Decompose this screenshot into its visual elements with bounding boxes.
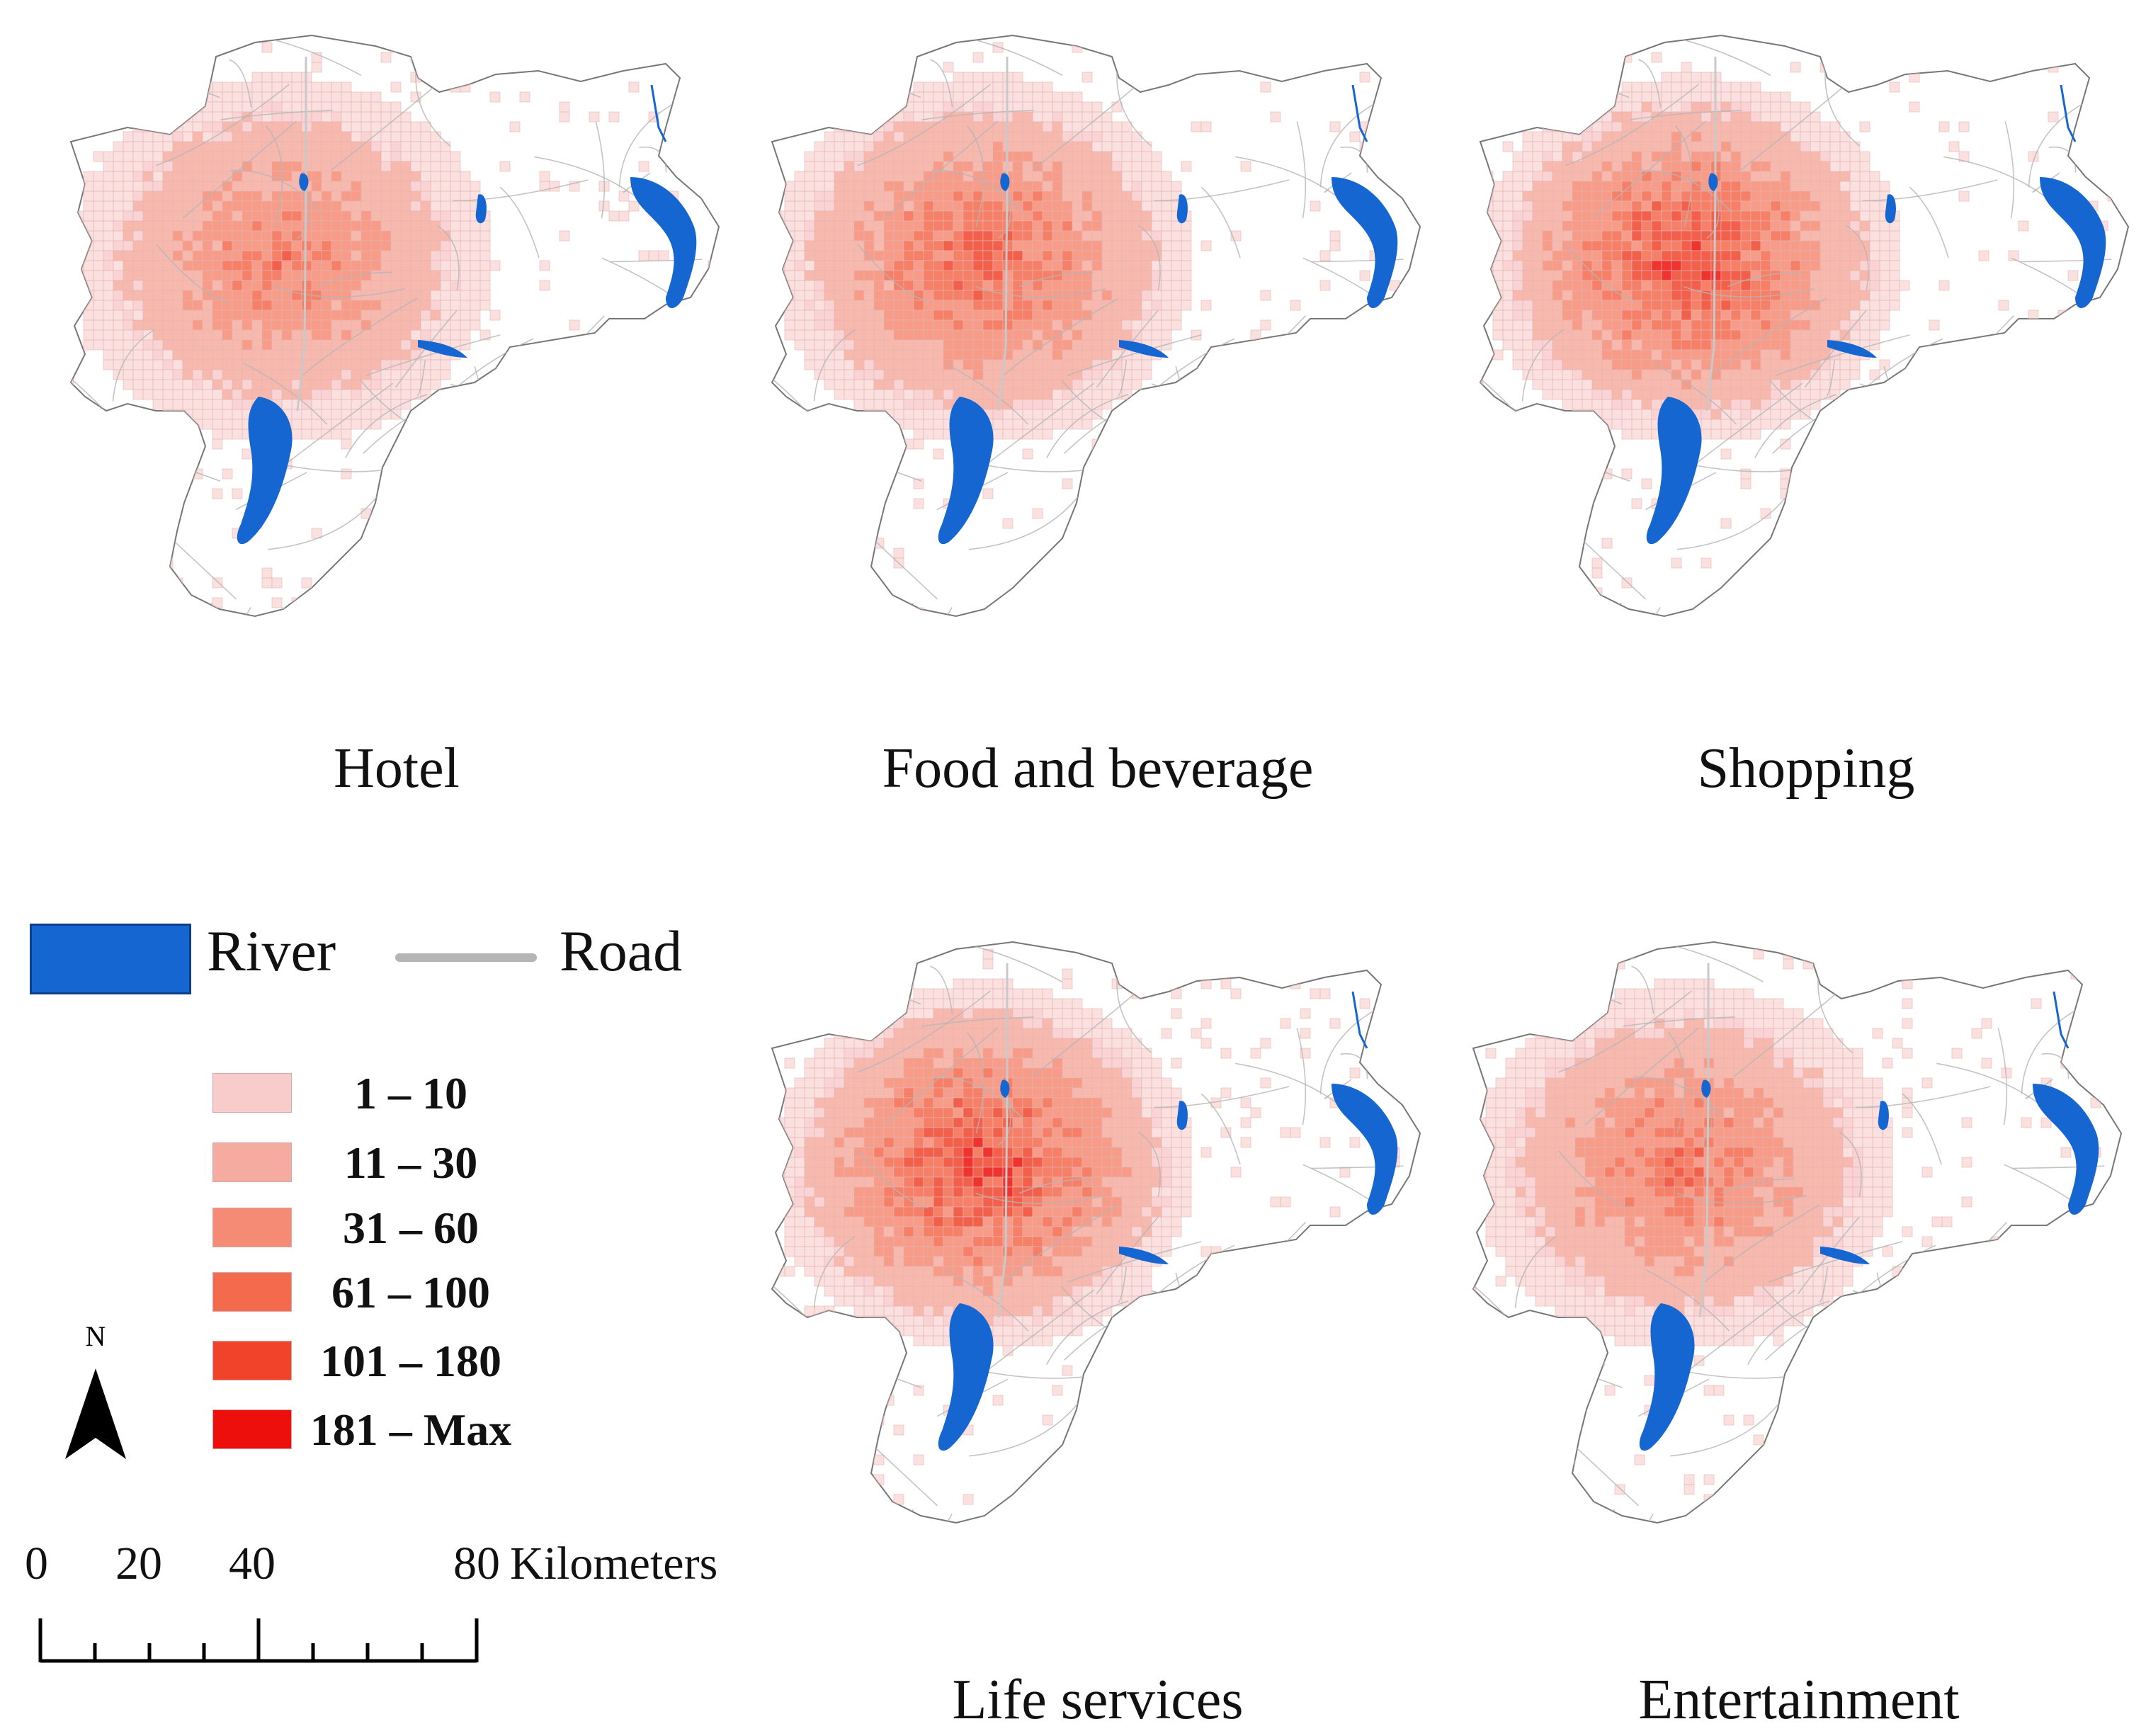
class-swatch — [212, 1073, 292, 1113]
choropleth-map — [771, 34, 1421, 618]
class-swatch — [212, 1341, 292, 1380]
river-features — [1639, 991, 2099, 1451]
scale-tick-label: 20 — [115, 1538, 162, 1589]
class-label: 31 – 60 — [343, 1203, 479, 1253]
river-features — [237, 84, 697, 545]
class-label: 61 – 100 — [331, 1267, 490, 1317]
scale-tick-label: 0 — [25, 1538, 48, 1589]
class-swatch — [212, 1208, 292, 1247]
road-label: Road — [560, 919, 683, 983]
north-label: N — [86, 1320, 106, 1352]
choropleth-map — [1479, 34, 2130, 618]
scale-tick-label: 80 — [453, 1538, 500, 1589]
river-swatch — [30, 924, 191, 994]
map-legend: River Road 1 – 10 11 – 30 31 – 60 61 – 1… — [21, 914, 729, 1663]
north-arrow-icon: N — [64, 1317, 127, 1473]
class-swatch — [212, 1409, 292, 1449]
choropleth-map — [1472, 941, 2123, 1524]
map-panel-hotel — [42, 14, 751, 722]
river-features — [938, 991, 1398, 1451]
road-swatch — [395, 953, 537, 962]
class-swatch — [212, 1272, 292, 1312]
river-features — [1646, 84, 2106, 545]
river-features — [938, 84, 1398, 545]
class-label: 11 – 30 — [344, 1138, 478, 1188]
scale-bar: 0 20 40 80 Kilometers — [21, 1537, 758, 1664]
river-label: River — [207, 919, 336, 983]
map-panel-entertainment — [1445, 921, 2146, 1629]
panel-title: Shopping — [1697, 737, 1915, 800]
panel-title: Food and beverage — [882, 737, 1314, 800]
class-label: 1 – 10 — [354, 1068, 467, 1118]
panel-title: Hotel — [334, 737, 460, 800]
map-panel-food-and-beverage — [744, 14, 1452, 722]
scale-bar-graphic — [38, 1618, 479, 1663]
map-panel-life-services — [744, 921, 1452, 1629]
panel-title: Entertainment — [1638, 1669, 1960, 1731]
scale-unit: Kilometers — [510, 1538, 718, 1589]
choropleth-map — [771, 941, 1421, 1524]
panel-title: Life services — [952, 1669, 1244, 1731]
map-panel-shopping — [1452, 14, 2146, 722]
class-label: 181 – Max — [310, 1405, 512, 1455]
class-label: 101 – 180 — [320, 1336, 501, 1386]
class-swatch — [212, 1142, 292, 1182]
choropleth-map — [69, 34, 720, 618]
scale-tick-label: 40 — [229, 1538, 276, 1589]
